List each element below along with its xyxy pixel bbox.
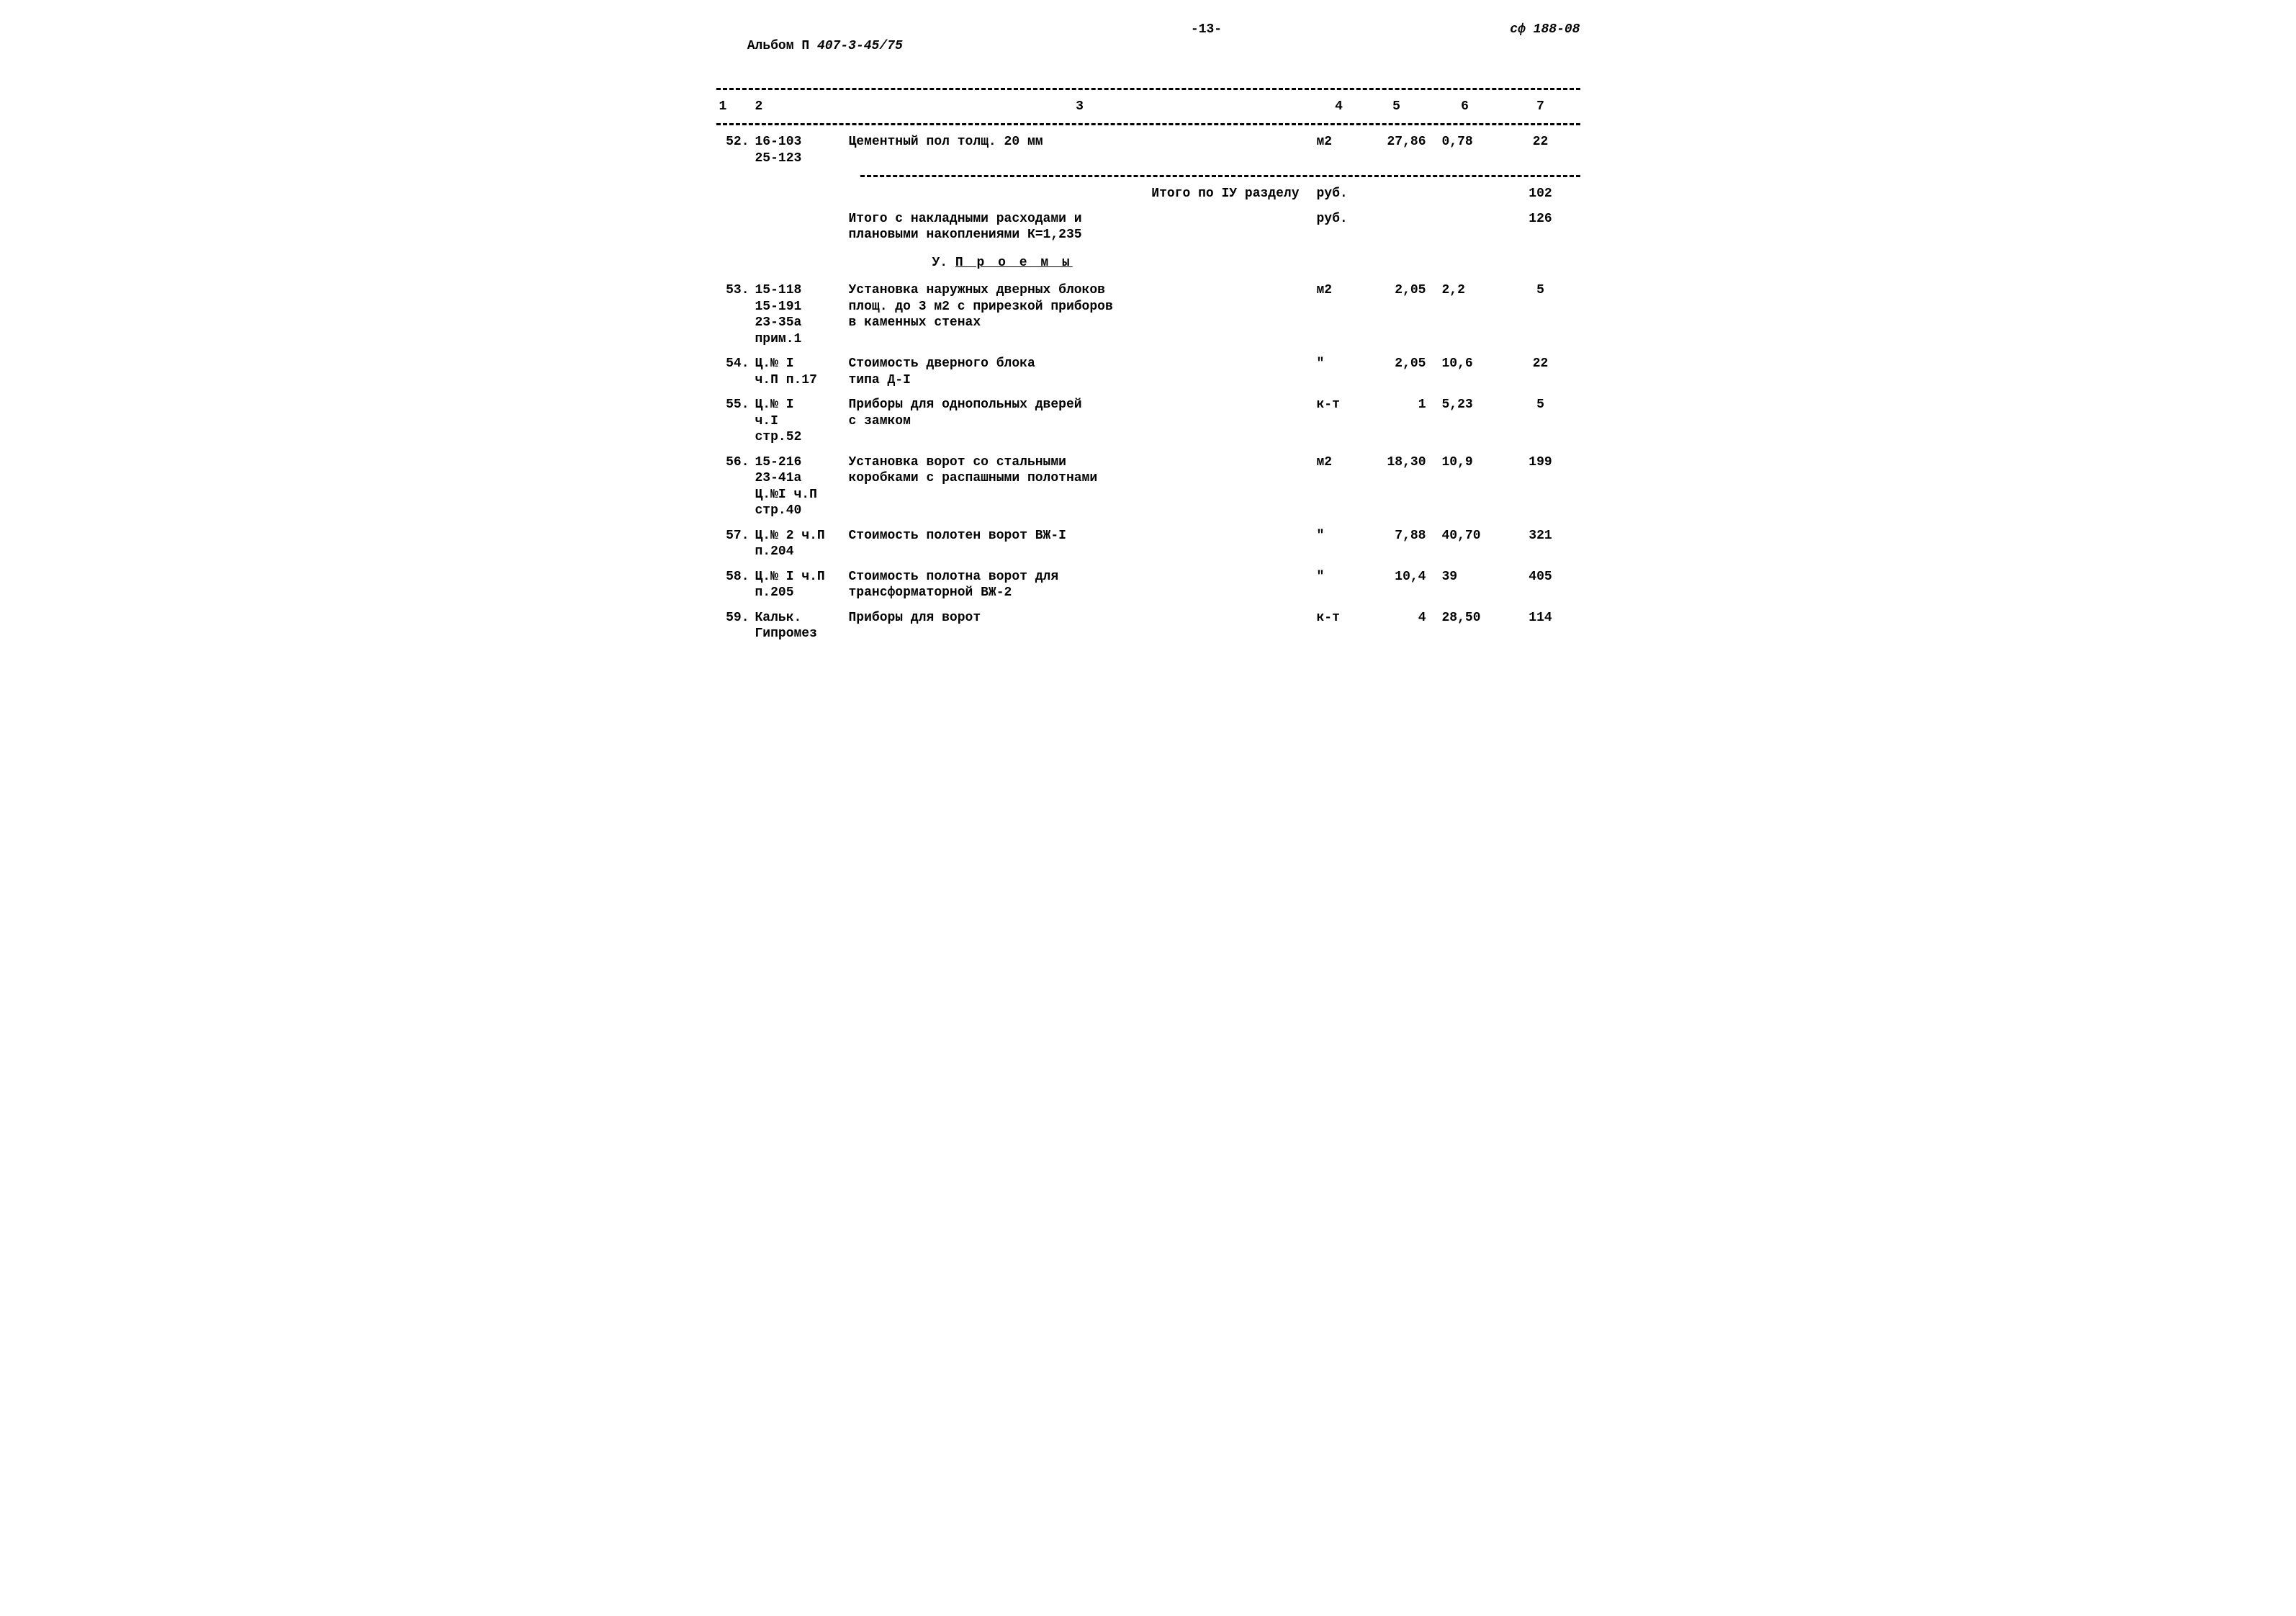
subtotal2-unit: руб. bbox=[1314, 207, 1364, 248]
row-code: Ц.№ 2 ч.П п.204 bbox=[752, 524, 846, 565]
estimate-rows-2: 53.15-118 15-191 23-35а прим.1Установка … bbox=[716, 278, 1580, 647]
row-code: Ц.№ I ч.П п.205 bbox=[752, 565, 846, 606]
subtotal-row-1: Итого по IУ разделу руб. 102 bbox=[716, 181, 1580, 207]
row-code: 16-103 25-123 bbox=[752, 130, 846, 171]
row-c7: 22 bbox=[1501, 351, 1580, 392]
subtotal1-label: Итого по IУ разделу bbox=[846, 181, 1314, 207]
album-number: 407-3-45/75 bbox=[817, 39, 903, 53]
row-desc: Стоимость полотен ворот ВЖ-I bbox=[846, 524, 1314, 565]
row-unit: " bbox=[1314, 565, 1364, 606]
row-c7: 321 bbox=[1501, 524, 1580, 565]
table-row: 52. 16-103 25-123 Цементный пол толщ. 20… bbox=[716, 130, 1580, 171]
rule-under-header bbox=[716, 123, 1580, 125]
row-unit: " bbox=[1314, 524, 1364, 565]
subtotal1-unit: руб. bbox=[1314, 181, 1364, 207]
row-c6: 40,70 bbox=[1429, 524, 1501, 565]
row-c5: 4 bbox=[1364, 606, 1429, 647]
row-c6: 39 bbox=[1429, 565, 1501, 606]
subtotal2-value: 126 bbox=[1501, 207, 1580, 248]
header-left: Альбом П 407-3-45/75 bbox=[716, 22, 903, 71]
row-unit: м2 bbox=[1314, 278, 1364, 351]
section-title-cell: У. П р о е м ы bbox=[846, 248, 1314, 279]
subtotal-row-2: Итого с накладными расходами и плановыми… bbox=[716, 207, 1580, 248]
row-num: 58. bbox=[716, 565, 752, 606]
colhead-2: 2 bbox=[752, 94, 846, 120]
row-desc: Цементный пол толщ. 20 мм bbox=[846, 130, 1314, 171]
row-num: 54. bbox=[716, 351, 752, 392]
row-c6: 10,6 bbox=[1429, 351, 1501, 392]
row-c6: 0,78 bbox=[1429, 130, 1501, 171]
subtotal2-label: Итого с накладными расходами и плановыми… bbox=[846, 207, 1314, 248]
row-c7: 22 bbox=[1501, 130, 1580, 171]
row-c5: 18,30 bbox=[1364, 450, 1429, 524]
rule-subtotal bbox=[860, 175, 1580, 177]
table-row: 58.Ц.№ I ч.П п.205Стоимость полотна воро… bbox=[716, 565, 1580, 606]
section-prefix: У. bbox=[932, 256, 955, 270]
header-right: сф 188-08 bbox=[1510, 22, 1580, 38]
row-desc: Приборы для однопольных дверей с замком bbox=[846, 392, 1314, 450]
row-num: 59. bbox=[716, 606, 752, 647]
row-c7: 114 bbox=[1501, 606, 1580, 647]
row-code: 15-216 23-41а Ц.№I ч.П стр.40 bbox=[752, 450, 846, 524]
subtotal-rows: Итого по IУ разделу руб. 102 Итого с нак… bbox=[716, 181, 1580, 278]
row-num: 57. bbox=[716, 524, 752, 565]
row-c5: 10,4 bbox=[1364, 565, 1429, 606]
colhead-3: 3 bbox=[846, 94, 1314, 120]
table-row: 53.15-118 15-191 23-35а прим.1Установка … bbox=[716, 278, 1580, 351]
table-row: 59.Кальк. ГипромезПриборы для воротк-т42… bbox=[716, 606, 1580, 647]
row-c6: 10,9 bbox=[1429, 450, 1501, 524]
row-num: 56. bbox=[716, 450, 752, 524]
row-desc: Стоимость дверного блока типа Д-I bbox=[846, 351, 1314, 392]
row-unit: к-т bbox=[1314, 606, 1364, 647]
colhead-1: 1 bbox=[716, 94, 752, 120]
table-row: 55.Ц.№ I ч.I стр.52Приборы для однопольн… bbox=[716, 392, 1580, 450]
row-c5: 2,05 bbox=[1364, 278, 1429, 351]
page-number: -13- bbox=[1191, 22, 1222, 38]
album-label: Альбом П bbox=[747, 39, 817, 53]
row-code: Кальк. Гипромез bbox=[752, 606, 846, 647]
estimate-rows-1: 52. 16-103 25-123 Цементный пол толщ. 20… bbox=[716, 130, 1580, 171]
subtotal1-value: 102 bbox=[1501, 181, 1580, 207]
row-num: 53. bbox=[716, 278, 752, 351]
rule-top bbox=[716, 88, 1580, 90]
row-desc: Установка ворот со стальными коробками с… bbox=[846, 450, 1314, 524]
row-c5: 1 bbox=[1364, 392, 1429, 450]
colhead-6: 6 bbox=[1429, 94, 1501, 120]
row-desc: Установка наружных дверных блоков площ. … bbox=[846, 278, 1314, 351]
row-desc: Приборы для ворот bbox=[846, 606, 1314, 647]
colhead-5: 5 bbox=[1364, 94, 1429, 120]
column-header-row: 1 2 3 4 5 6 7 bbox=[716, 94, 1580, 120]
colhead-7: 7 bbox=[1501, 94, 1580, 120]
row-num: 52. bbox=[716, 130, 752, 171]
page-header: Альбом П 407-3-45/75 -13- сф 188-08 bbox=[716, 22, 1580, 71]
row-c5: 27,86 bbox=[1364, 130, 1429, 171]
row-c7: 5 bbox=[1501, 278, 1580, 351]
table-row: 57.Ц.№ 2 ч.П п.204Стоимость полотен воро… bbox=[716, 524, 1580, 565]
row-c5: 7,88 bbox=[1364, 524, 1429, 565]
estimate-table: 1 2 3 4 5 6 7 bbox=[716, 94, 1580, 120]
row-code: Ц.№ I ч.П п.17 bbox=[752, 351, 846, 392]
row-num: 55. bbox=[716, 392, 752, 450]
row-unit: м2 bbox=[1314, 130, 1364, 171]
row-unit: м2 bbox=[1314, 450, 1364, 524]
row-c7: 5 bbox=[1501, 392, 1580, 450]
table-row: 56.15-216 23-41а Ц.№I ч.П стр.40Установк… bbox=[716, 450, 1580, 524]
section-title: П р о е м ы bbox=[955, 256, 1073, 270]
row-unit: к-т bbox=[1314, 392, 1364, 450]
colhead-4: 4 bbox=[1314, 94, 1364, 120]
row-desc: Стоимость полотна ворот для трансформато… bbox=[846, 565, 1314, 606]
row-c7: 199 bbox=[1501, 450, 1580, 524]
row-c6: 5,23 bbox=[1429, 392, 1501, 450]
table-row: 54.Ц.№ I ч.П п.17Стоимость дверного блок… bbox=[716, 351, 1580, 392]
row-c6: 2,2 bbox=[1429, 278, 1501, 351]
row-c6: 28,50 bbox=[1429, 606, 1501, 647]
row-c7: 405 bbox=[1501, 565, 1580, 606]
row-code: 15-118 15-191 23-35а прим.1 bbox=[752, 278, 846, 351]
section-title-row: У. П р о е м ы bbox=[716, 248, 1580, 279]
row-code: Ц.№ I ч.I стр.52 bbox=[752, 392, 846, 450]
row-unit: " bbox=[1314, 351, 1364, 392]
row-c5: 2,05 bbox=[1364, 351, 1429, 392]
